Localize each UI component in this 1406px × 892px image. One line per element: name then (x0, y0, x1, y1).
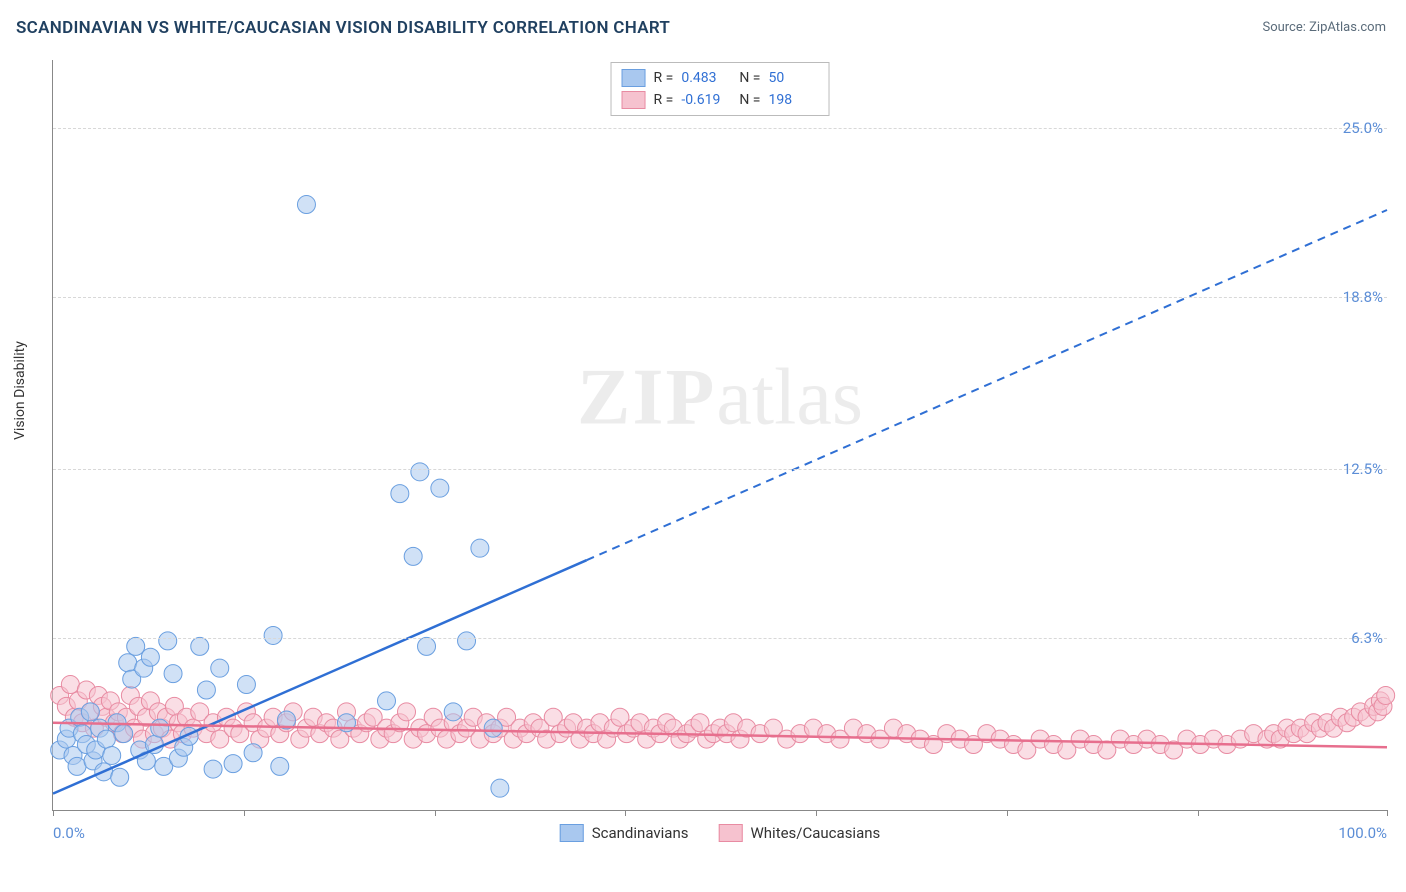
x-tick (435, 810, 436, 816)
x-tick (1198, 810, 1199, 816)
swatch-series2 (622, 91, 646, 109)
plot-area: ZIPatlas R = 0.483 N = 50 R = -0.619 N =… (52, 60, 1387, 811)
x-tick (625, 810, 626, 816)
n-value-series1: 50 (768, 67, 818, 89)
x-axis-min-label: 0.0% (53, 824, 85, 842)
y-tick-label: 25.0% (1343, 119, 1389, 137)
legend-item-series2: Whites/Caucasians (718, 824, 880, 842)
gridline (53, 638, 1387, 639)
x-tick (244, 810, 245, 816)
y-tick-label: 12.5% (1343, 460, 1389, 478)
gridline (53, 469, 1387, 470)
gridline (53, 128, 1387, 129)
x-tick (816, 810, 817, 816)
series2-name: Whites/Caucasians (750, 824, 880, 842)
legend-item-series1: Scandinavians (560, 824, 689, 842)
y-axis-label: Vision Disability (12, 341, 28, 440)
r-value-series2: -0.619 (681, 89, 731, 111)
y-tick-label: 18.8% (1343, 288, 1389, 306)
n-value-series2: 198 (768, 89, 818, 111)
r-value-series1: 0.483 (681, 67, 731, 89)
n-label: N = (739, 89, 760, 111)
n-label: N = (739, 67, 760, 89)
chart-container: SCANDINAVIAN VS WHITE/CAUCASIAN VISION D… (0, 0, 1406, 892)
y-tick-label: 6.3% (1351, 629, 1389, 647)
r-label: R = (654, 89, 674, 111)
correlation-legend: R = 0.483 N = 50 R = -0.619 N = 198 (611, 62, 830, 116)
swatch-series1-b (560, 824, 584, 842)
series1-name: Scandinavians (592, 824, 689, 842)
x-axis-max-label: 100.0% (1338, 824, 1387, 842)
chart-title: SCANDINAVIAN VS WHITE/CAUCASIAN VISION D… (16, 18, 670, 38)
scatter-plot (53, 60, 1387, 810)
legend-row-series1: R = 0.483 N = 50 (622, 67, 819, 89)
gridline (53, 297, 1387, 298)
swatch-series2-b (718, 824, 742, 842)
x-tick (1007, 810, 1008, 816)
source-label: Source: ZipAtlas.com (1262, 20, 1386, 35)
x-tick (53, 810, 54, 816)
swatch-series1 (622, 69, 646, 87)
x-tick (1387, 810, 1388, 816)
series-legend: Scandinavians Whites/Caucasians (560, 824, 881, 842)
legend-row-series2: R = -0.619 N = 198 (622, 89, 819, 111)
r-label: R = (654, 67, 674, 89)
